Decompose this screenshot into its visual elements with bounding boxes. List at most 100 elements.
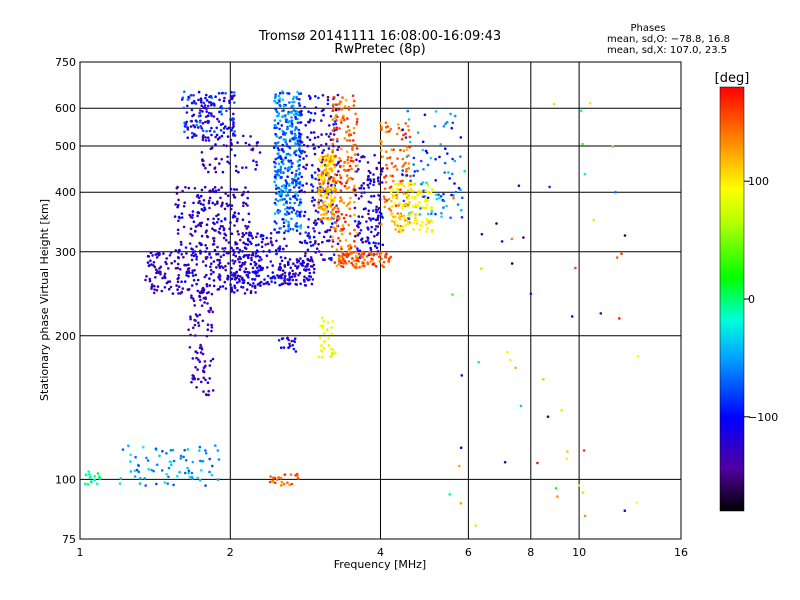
data-point xyxy=(453,182,456,185)
data-point xyxy=(284,167,287,170)
data-point xyxy=(350,156,353,159)
data-point xyxy=(292,195,295,198)
data-point xyxy=(201,138,205,142)
data-point xyxy=(96,482,99,486)
data-point xyxy=(253,278,257,281)
data-point xyxy=(210,133,213,137)
data-point xyxy=(415,222,419,225)
data-point xyxy=(326,239,329,243)
data-point xyxy=(221,266,225,270)
data-point xyxy=(294,112,298,116)
data-point xyxy=(284,207,287,211)
data-point xyxy=(353,240,356,243)
data-point xyxy=(311,278,315,281)
data-point xyxy=(321,324,325,328)
data-point xyxy=(176,280,180,284)
data-point xyxy=(356,256,360,260)
data-point xyxy=(335,126,339,129)
data-point xyxy=(199,351,203,354)
data-point xyxy=(186,104,189,108)
data-point xyxy=(200,221,204,225)
data-point xyxy=(265,254,269,257)
data-point xyxy=(275,239,278,243)
data-point xyxy=(287,220,290,224)
data-point xyxy=(191,357,195,360)
data-point xyxy=(200,347,204,351)
data-point xyxy=(189,227,193,231)
data-point xyxy=(334,188,338,192)
data-point xyxy=(177,292,180,295)
data-point xyxy=(216,137,220,141)
data-point xyxy=(288,101,291,104)
data-point xyxy=(281,198,284,201)
data-point xyxy=(397,123,400,126)
data-point xyxy=(230,286,233,290)
data-point xyxy=(239,257,242,261)
data-point xyxy=(395,195,399,199)
data-point xyxy=(229,271,233,274)
data-point xyxy=(384,130,388,134)
data-point xyxy=(422,195,425,199)
data-point xyxy=(388,130,391,133)
data-point xyxy=(305,163,309,167)
data-point xyxy=(506,350,509,354)
data-point xyxy=(284,140,288,144)
data-point xyxy=(154,276,157,279)
data-point xyxy=(339,100,342,103)
data-point xyxy=(320,213,323,216)
colorbar xyxy=(719,86,745,512)
data-point xyxy=(298,232,302,235)
data-point xyxy=(269,260,273,263)
data-point xyxy=(198,313,202,317)
data-point xyxy=(201,110,204,113)
data-point xyxy=(343,160,347,164)
data-point xyxy=(296,139,300,142)
data-point xyxy=(425,181,428,184)
data-point xyxy=(219,129,223,132)
data-point xyxy=(327,205,331,209)
data-point xyxy=(334,221,338,224)
data-point xyxy=(401,157,405,161)
data-point xyxy=(299,226,303,230)
data-point xyxy=(273,220,277,223)
data-point xyxy=(244,186,247,189)
data-point xyxy=(460,374,464,377)
data-point xyxy=(444,147,447,150)
data-point xyxy=(379,122,382,125)
data-point xyxy=(202,101,206,105)
data-point xyxy=(197,211,201,215)
data-point xyxy=(588,101,592,105)
data-point xyxy=(264,282,268,285)
data-point xyxy=(387,197,391,201)
data-point xyxy=(414,213,417,216)
data-point xyxy=(217,120,221,123)
data-point xyxy=(121,448,125,451)
data-point xyxy=(213,203,217,206)
data-point xyxy=(463,169,467,173)
data-point xyxy=(381,155,385,159)
data-point xyxy=(201,121,205,125)
data-point xyxy=(277,231,281,234)
data-point xyxy=(233,277,237,281)
data-point xyxy=(243,270,246,273)
data-point xyxy=(331,320,334,323)
data-point xyxy=(418,201,421,204)
data-point xyxy=(209,268,213,272)
data-point xyxy=(90,480,93,484)
data-point xyxy=(203,301,206,304)
data-point xyxy=(199,194,203,198)
data-point xyxy=(451,293,454,296)
data-point xyxy=(218,259,221,262)
data-point xyxy=(269,475,272,478)
data-point xyxy=(351,177,354,181)
data-point xyxy=(210,326,214,329)
data-point xyxy=(360,184,364,187)
data-point xyxy=(427,220,430,224)
data-point xyxy=(320,344,323,348)
data-point xyxy=(360,191,364,195)
data-point xyxy=(332,215,336,219)
data-point xyxy=(249,135,252,138)
data-point xyxy=(345,187,349,190)
data-point xyxy=(210,262,213,266)
data-point xyxy=(312,147,316,150)
